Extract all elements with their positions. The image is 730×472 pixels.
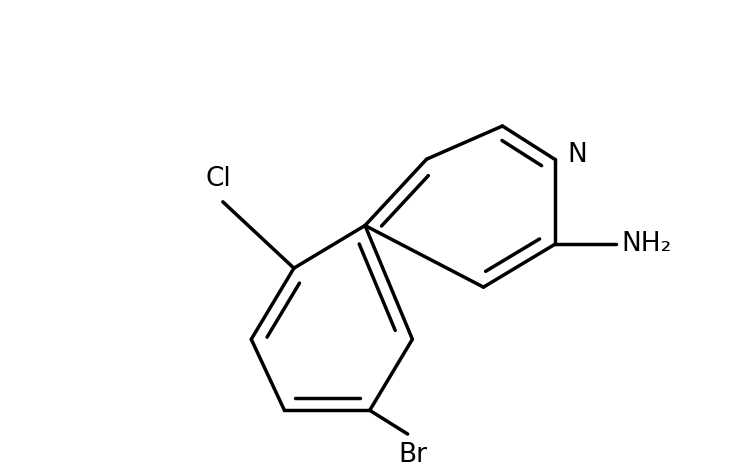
Text: Br: Br xyxy=(398,442,427,468)
Text: N: N xyxy=(568,143,588,169)
Text: Cl: Cl xyxy=(205,166,231,193)
Text: NH₂: NH₂ xyxy=(621,231,671,257)
